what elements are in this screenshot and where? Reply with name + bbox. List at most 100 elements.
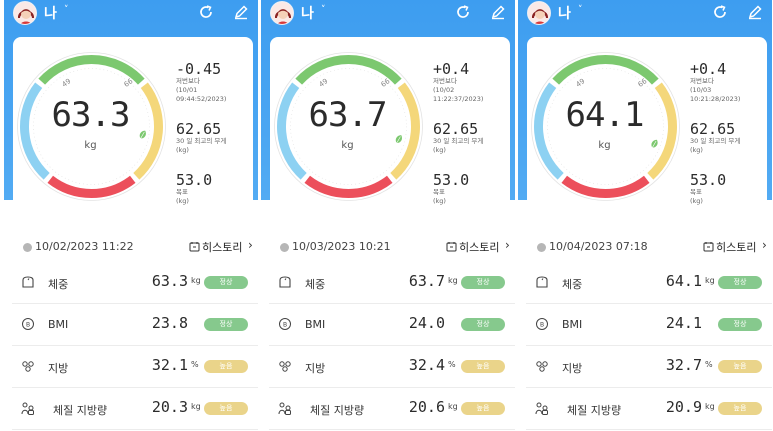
metric-row-1[interactable]: B BMI 23.8 정상 xyxy=(4,305,258,346)
metric-unit: kg xyxy=(191,402,201,411)
avatar[interactable] xyxy=(270,1,294,25)
avatar-icon xyxy=(14,2,36,24)
chevron-down-icon[interactable]: ˅ xyxy=(321,5,326,15)
history-link[interactable]: 히스토리 xyxy=(716,241,757,254)
chevron-right-icon[interactable]: › xyxy=(248,238,253,252)
goal-value: 53.0 xyxy=(176,171,213,189)
metric-row-0[interactable]: 체중 63.7 kg 정상 xyxy=(261,263,515,304)
status-badge: 정상 xyxy=(204,318,248,331)
avatar-icon xyxy=(271,2,293,24)
goal-unit: (kg) xyxy=(176,197,189,205)
max30-stat: 62.65 30 일 최고의 무게 (kg) xyxy=(690,121,770,155)
history-link[interactable]: 히스토리 xyxy=(202,241,243,254)
max30-label: 30 일 최고의 무게 xyxy=(690,137,741,145)
calendar-icon[interactable] xyxy=(446,241,457,252)
metric-value: 64.1 xyxy=(665,272,702,290)
metric-value: 24.0 xyxy=(408,314,445,332)
row-divider xyxy=(526,429,772,430)
chevron-right-icon[interactable]: › xyxy=(505,238,510,252)
max30-stat: 62.65 30 일 최고의 무게 (kg) xyxy=(433,121,513,155)
chevron-down-icon[interactable]: ˅ xyxy=(578,5,583,15)
change-stat: +0.4 저번보다 (10/03 10:21:28/2023) xyxy=(690,61,770,104)
metric-row-3[interactable]: 체질 지방량 20.9 kg 높음 xyxy=(518,389,772,430)
change-date: (10/01 xyxy=(176,86,198,94)
max30-unit: (kg) xyxy=(690,146,703,154)
edit-icon[interactable] xyxy=(489,3,507,21)
edit-icon[interactable] xyxy=(232,3,250,21)
metric-row-3[interactable]: 체질 지방량 20.3 kg 높음 xyxy=(4,389,258,430)
gauge-arc-very-high xyxy=(561,175,650,198)
metric-row-1[interactable]: B BMI 24.0 정상 xyxy=(261,305,515,346)
fat-icon xyxy=(22,361,34,372)
top-bar: 나 ˅ xyxy=(261,0,515,28)
clock-icon xyxy=(23,243,32,252)
metric-row-2[interactable]: 지방 32.4 % 높음 xyxy=(261,347,515,388)
weight-unit: kg xyxy=(84,140,97,151)
metric-row-1[interactable]: B BMI 24.1 정상 xyxy=(518,305,772,346)
history-link[interactable]: 히스토리 xyxy=(459,241,500,254)
max30-label: 30 일 최고의 무게 xyxy=(176,137,227,145)
gauge-arc-very-high xyxy=(304,175,393,198)
goal-unit: (kg) xyxy=(690,197,703,205)
top-bar: 나 ˅ xyxy=(4,0,258,28)
row-divider xyxy=(526,387,772,388)
metric-row-3[interactable]: 체질 지방량 20.6 kg 높음 xyxy=(261,389,515,430)
metric-value: 32.1 xyxy=(151,356,188,374)
calendar-icon[interactable] xyxy=(703,241,714,252)
change-value: +0.4 xyxy=(433,60,470,78)
max30-value: 62.65 xyxy=(690,120,736,138)
edit-icon[interactable] xyxy=(746,3,764,21)
weight-card: 49 66 64.1 kg +0.4 저번보다 (10/03 10:21:28/… xyxy=(527,37,767,227)
gauge-arc-low xyxy=(20,82,50,180)
gauge-arc-very-high xyxy=(47,175,136,198)
row-divider xyxy=(269,345,515,346)
user-name[interactable]: 나 xyxy=(558,6,571,22)
metric-row-2[interactable]: 지방 32.7 % 높음 xyxy=(518,347,772,388)
avatar-icon xyxy=(528,2,550,24)
status-badge: 정상 xyxy=(718,318,762,331)
metric-value: 32.7 xyxy=(665,356,702,374)
bmi-icon: B xyxy=(536,318,548,330)
row-divider xyxy=(12,387,258,388)
refresh-icon[interactable] xyxy=(454,3,472,21)
metric-row-2[interactable]: 지방 32.1 % 높음 xyxy=(4,347,258,388)
metric-value: 32.4 xyxy=(408,356,445,374)
change-value: -0.45 xyxy=(176,60,222,78)
metric-value: 23.8 xyxy=(151,314,188,332)
user-name[interactable]: 나 xyxy=(44,6,57,22)
svg-text:B: B xyxy=(540,322,544,329)
weight-card: 49 66 63.7 kg +0.4 저번보다 (10/02 11:22:37/… xyxy=(270,37,510,227)
status-badge: 정상 xyxy=(461,318,505,331)
chevron-down-icon[interactable]: ˅ xyxy=(64,5,69,15)
weight-unit: kg xyxy=(341,140,354,151)
user-name[interactable]: 나 xyxy=(301,6,314,22)
metric-label: BMI xyxy=(562,318,583,331)
row-divider xyxy=(12,429,258,430)
change-date: (10/03 xyxy=(690,86,712,94)
metric-value: 20.6 xyxy=(408,398,445,416)
scale-icon xyxy=(22,276,34,288)
weight-value: 63.3 xyxy=(51,95,131,135)
goal-value: 53.0 xyxy=(433,171,470,189)
avatar[interactable] xyxy=(527,1,551,25)
metric-unit: % xyxy=(191,360,199,369)
metric-row-0[interactable]: 체중 63.3 kg 정상 xyxy=(4,263,258,304)
refresh-icon[interactable] xyxy=(711,3,729,21)
calendar-icon[interactable] xyxy=(189,241,200,252)
bmi-icon: B xyxy=(22,318,34,330)
goal-stat: 53.0 목표 (kg) xyxy=(176,172,256,206)
change-time: 09:44:52/2023) xyxy=(176,95,227,103)
chevron-right-icon[interactable]: › xyxy=(762,238,767,252)
change-label: 저번보다 xyxy=(176,77,200,85)
max30-label: 30 일 최고의 무게 xyxy=(433,137,484,145)
metric-unit: kg xyxy=(191,276,201,285)
row-divider xyxy=(269,387,515,388)
gauge-arc-normal xyxy=(38,55,145,85)
metric-label: 체질 지방량 xyxy=(310,404,365,417)
avatar[interactable] xyxy=(13,1,37,25)
refresh-icon[interactable] xyxy=(197,3,215,21)
change-time: 11:22:37/2023) xyxy=(433,95,484,103)
status-badge: 높음 xyxy=(204,402,248,415)
metric-row-0[interactable]: 체중 64.1 kg 정상 xyxy=(518,263,772,304)
metric-label: BMI xyxy=(48,318,69,331)
